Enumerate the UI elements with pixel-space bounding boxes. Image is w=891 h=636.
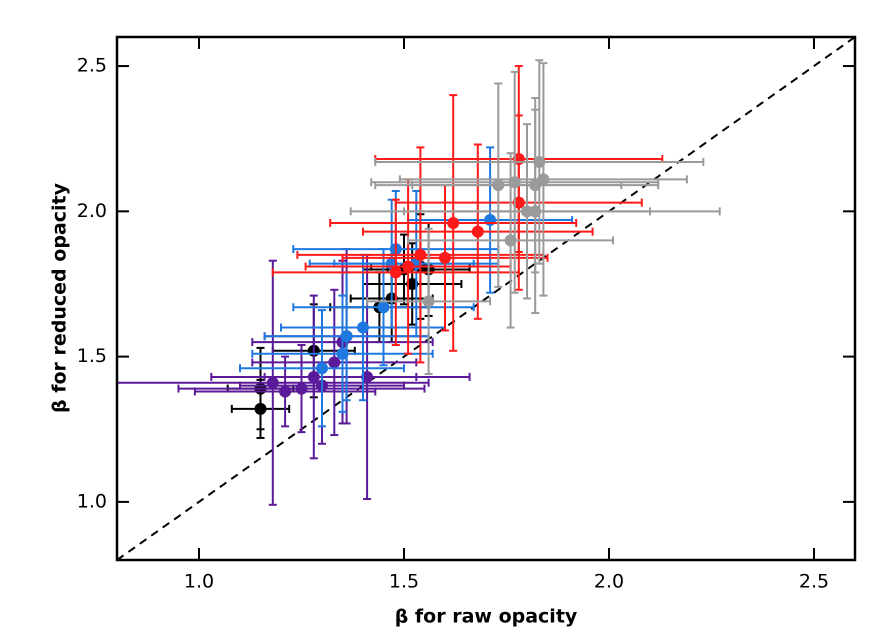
y-axis-title: β for reduced opacity	[49, 182, 71, 413]
point	[471, 225, 484, 238]
point	[484, 214, 497, 227]
point	[492, 179, 505, 192]
point	[402, 260, 415, 273]
point	[508, 176, 521, 189]
point	[504, 234, 517, 247]
point	[340, 330, 353, 343]
plot-frame	[115, 35, 857, 562]
identity-line	[116, 36, 856, 561]
point	[377, 301, 390, 314]
x-tick-label: 1.0	[184, 571, 214, 593]
point	[357, 321, 369, 334]
x-tick-label: 2.5	[799, 571, 829, 593]
point	[537, 173, 550, 186]
y-tick-label: 1.0	[77, 490, 107, 512]
point	[439, 251, 451, 264]
point	[361, 370, 374, 383]
point	[533, 155, 546, 168]
point	[316, 362, 328, 375]
y-tick-label: 2.5	[77, 55, 107, 77]
y-tick-label: 1.5	[77, 345, 107, 367]
point	[521, 205, 533, 218]
point	[254, 402, 267, 415]
point	[389, 266, 402, 279]
y-tick-label: 2.0	[77, 200, 107, 222]
point	[512, 196, 525, 209]
point	[406, 277, 419, 290]
point	[328, 356, 341, 369]
point	[422, 295, 435, 308]
point	[266, 376, 279, 389]
point	[447, 216, 460, 229]
x-tick-label: 2.0	[594, 571, 624, 593]
point	[529, 205, 542, 218]
point	[414, 248, 427, 261]
x-tick-label: 1.5	[389, 571, 419, 593]
x-axis-title: β for raw opacity	[395, 606, 578, 628]
point	[307, 370, 320, 383]
point	[279, 385, 292, 398]
point	[295, 382, 308, 395]
point	[336, 347, 349, 360]
